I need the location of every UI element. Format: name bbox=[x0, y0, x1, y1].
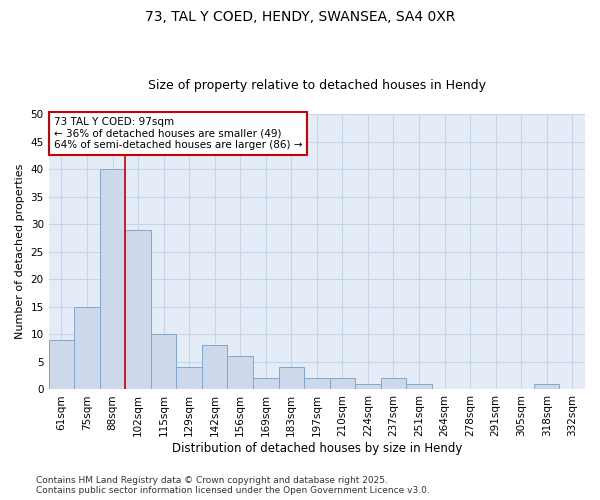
Title: Size of property relative to detached houses in Hendy: Size of property relative to detached ho… bbox=[148, 79, 486, 92]
Bar bbox=[176, 368, 202, 390]
Bar bbox=[74, 307, 100, 390]
Bar bbox=[406, 384, 432, 390]
Bar bbox=[227, 356, 253, 390]
Bar bbox=[380, 378, 406, 390]
Text: Contains HM Land Registry data © Crown copyright and database right 2025.
Contai: Contains HM Land Registry data © Crown c… bbox=[36, 476, 430, 495]
Bar bbox=[355, 384, 380, 390]
X-axis label: Distribution of detached houses by size in Hendy: Distribution of detached houses by size … bbox=[172, 442, 462, 455]
Bar bbox=[278, 368, 304, 390]
Bar bbox=[100, 169, 125, 390]
Text: 73 TAL Y COED: 97sqm
← 36% of detached houses are smaller (49)
64% of semi-detac: 73 TAL Y COED: 97sqm ← 36% of detached h… bbox=[54, 117, 302, 150]
Bar bbox=[534, 384, 559, 390]
Bar bbox=[329, 378, 355, 390]
Bar bbox=[202, 346, 227, 390]
Bar bbox=[304, 378, 329, 390]
Bar bbox=[253, 378, 278, 390]
Bar bbox=[151, 334, 176, 390]
Bar bbox=[49, 340, 74, 390]
Text: 73, TAL Y COED, HENDY, SWANSEA, SA4 0XR: 73, TAL Y COED, HENDY, SWANSEA, SA4 0XR bbox=[145, 10, 455, 24]
Bar bbox=[125, 230, 151, 390]
Y-axis label: Number of detached properties: Number of detached properties bbox=[15, 164, 25, 340]
